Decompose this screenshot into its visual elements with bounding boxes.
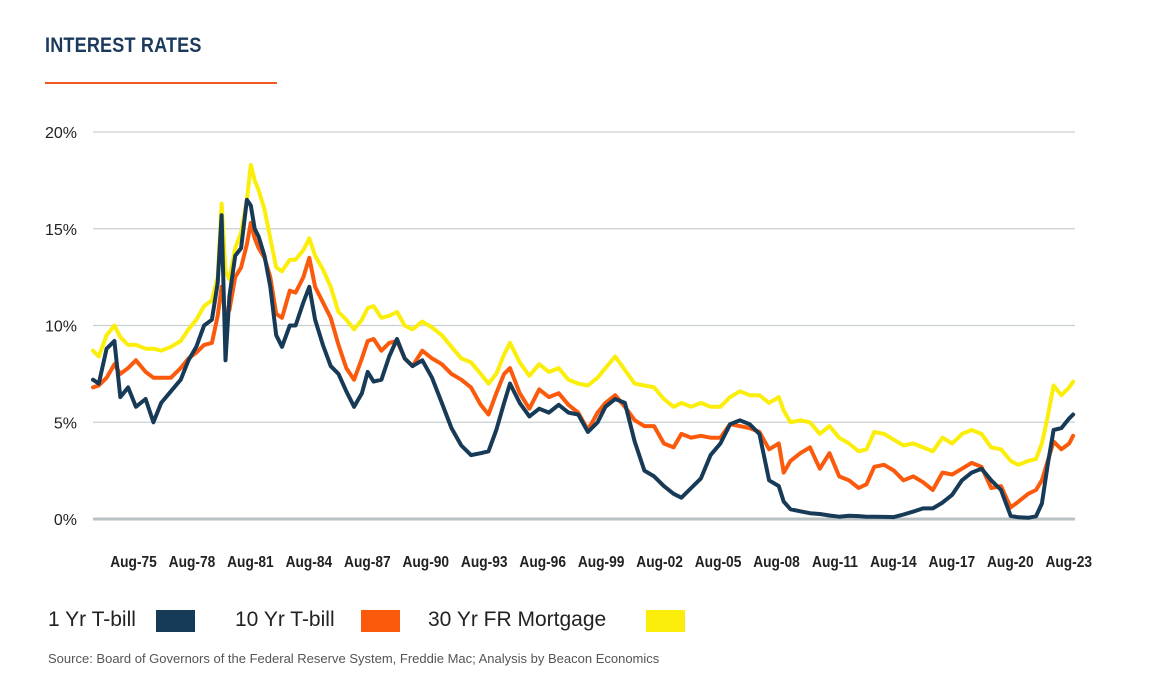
x-tick-label: Aug-20 — [987, 553, 1034, 571]
x-tick-label: Aug-99 — [578, 553, 625, 571]
x-tick-label: Aug-23 — [1045, 553, 1092, 571]
x-tick-label: Aug-90 — [402, 553, 449, 571]
series-line-1-yr-t-bill — [91, 197, 1076, 520]
y-tick-label: 20% — [45, 125, 77, 142]
x-tick-label: Aug-11 — [812, 553, 858, 571]
x-tick-label: Aug-78 — [169, 553, 216, 571]
x-tick-label: Aug-75 — [110, 553, 157, 571]
y-tick-label: 10% — [45, 319, 77, 336]
x-tick-label: Aug-05 — [695, 553, 742, 571]
x-axis-ticks: Aug-75 Aug-78 Aug-81 Aug-84 Aug-87 Aug-90 Aug-… — [110, 553, 1092, 571]
x-tick-label: Aug-87 — [344, 553, 391, 571]
chart-title: INTEREST RATES — [45, 34, 202, 57]
gridlines — [93, 131, 1075, 521]
y-tick-label: 15% — [45, 222, 77, 239]
series-lines — [91, 162, 1076, 520]
x-tick-label: Aug-17 — [929, 553, 976, 571]
x-tick-label: Aug-08 — [753, 553, 800, 571]
legend-label-1yr: 1 Yr T-bill — [48, 608, 136, 631]
x-tick-label: Aug-14 — [870, 553, 917, 571]
x-tick-label: Aug-96 — [519, 553, 566, 571]
legend-swatch-10yr — [361, 610, 400, 632]
y-axis-ticks: 0% 5% 10% 15% 20% — [45, 125, 77, 529]
legend-swatch-1yr — [156, 610, 195, 632]
series-line-10-yr-t-bill — [91, 220, 1076, 510]
x-tick-label: Aug-93 — [461, 553, 508, 571]
x-tick-label: Aug-81 — [227, 553, 274, 571]
x-tick-label: Aug-84 — [286, 553, 333, 571]
legend-label-10yr: 10 Yr T-bill — [235, 608, 335, 631]
interest-rates-chart: 0%5%10%15%20% Aug-75 Aug-78 Aug-81 Aug-84 Au… — [45, 125, 1092, 571]
legend-label-30yr: 30 Yr FR Mortgage — [428, 608, 607, 631]
y-tick-label: 0% — [54, 512, 77, 529]
source-note: Source: Board of Governors of the Federa… — [48, 651, 660, 666]
series-line-30-yr-fr-mortgage — [91, 162, 1076, 467]
y-tick-label: 5% — [54, 415, 77, 432]
legend-swatch-30yr — [646, 610, 685, 632]
x-tick-label: Aug-02 — [636, 553, 683, 571]
title-underline — [45, 82, 277, 84]
